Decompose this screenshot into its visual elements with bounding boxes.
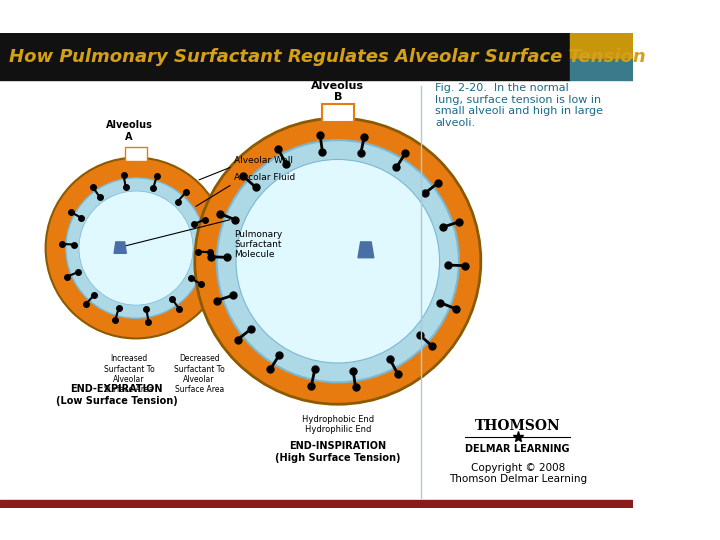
- Text: Increased
Surfactant To
Alveolar
Surface Area: Increased Surfactant To Alveolar Surface…: [104, 354, 154, 394]
- Text: Alveolus
B: Alveolus B: [311, 81, 364, 103]
- Polygon shape: [358, 242, 374, 258]
- Text: Decreased
Surfactant To
Alveolar
Surface Area: Decreased Surfactant To Alveolar Surface…: [174, 354, 225, 394]
- Circle shape: [236, 159, 440, 363]
- Text: Fig. 2-20.  In the normal
lung, surface tension is low in
small alveoli and high: Fig. 2-20. In the normal lung, surface t…: [435, 83, 603, 128]
- Circle shape: [79, 191, 193, 305]
- Text: Alveolus
A: Alveolus A: [106, 120, 153, 142]
- Text: How Pulmonary Surfactant Regulates Alveolar Surface Tension: How Pulmonary Surfactant Regulates Alveo…: [9, 48, 646, 66]
- Circle shape: [45, 158, 226, 339]
- Circle shape: [217, 140, 459, 382]
- Text: DELMAR LEARNING: DELMAR LEARNING: [465, 444, 570, 454]
- Text: Pulmonary
Surfactant
Molecule: Pulmonary Surfactant Molecule: [234, 230, 282, 259]
- Text: Copyright © 2008
Thomson Delmar Learning: Copyright © 2008 Thomson Delmar Learning: [449, 463, 587, 484]
- Bar: [125, 147, 148, 161]
- Polygon shape: [114, 242, 126, 253]
- Text: THOMSON: THOMSON: [474, 419, 561, 433]
- Bar: [322, 104, 354, 122]
- Text: Hydrophilic End: Hydrophilic End: [305, 426, 371, 434]
- Text: Alvcolar Fluid: Alvcolar Fluid: [234, 173, 295, 183]
- Circle shape: [66, 178, 206, 318]
- Text: END-EXPIRATION
(Low Surface Tension): END-EXPIRATION (Low Surface Tension): [56, 384, 178, 406]
- Text: Hydrophobic End: Hydrophobic End: [302, 415, 374, 424]
- Text: Alveolar Wall: Alveolar Wall: [234, 156, 293, 165]
- Circle shape: [195, 118, 481, 404]
- Text: END-INSPIRATION
(High Surface Tension): END-INSPIRATION (High Surface Tension): [275, 441, 400, 463]
